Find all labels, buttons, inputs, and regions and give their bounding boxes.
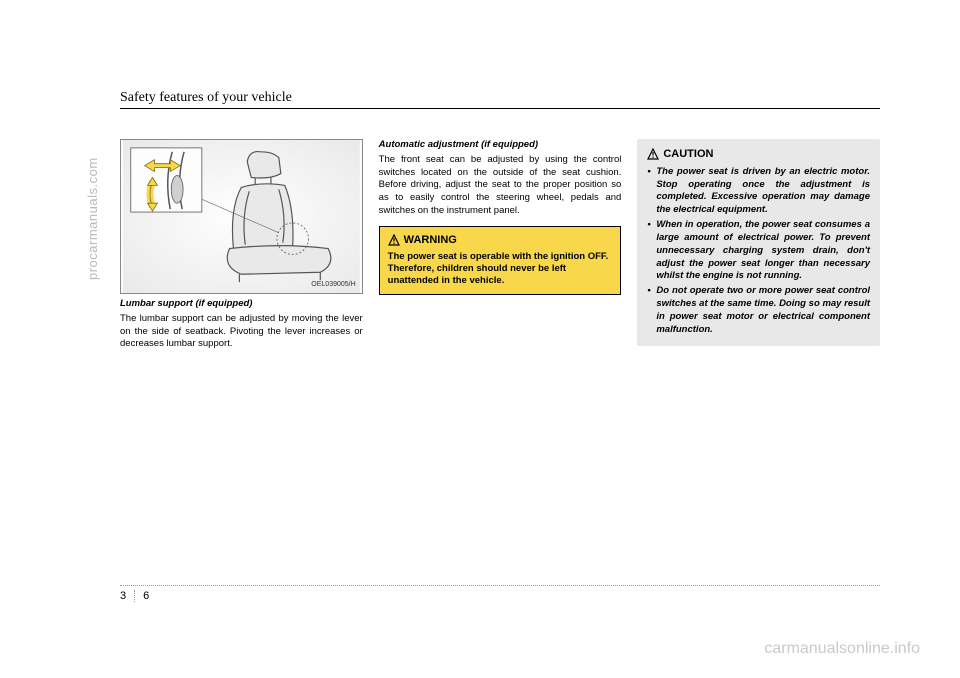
page-number: 6 (143, 590, 149, 602)
col2-body: The front seat can be adjusted by using … (379, 154, 622, 218)
column-3: CAUTION The power seat is driven by an e… (637, 139, 880, 359)
content-columns: OEL039005/H Lumbar support (if equipped)… (120, 139, 880, 359)
caution-item: The power seat is driven by an electric … (647, 166, 870, 217)
caution-item: When in operation, the power seat consum… (647, 219, 870, 283)
caution-list: The power seat is driven by an electric … (647, 166, 870, 337)
caution-title-row: CAUTION (647, 147, 870, 162)
section-title: Safety features of your vehicle (120, 90, 880, 109)
caution-box: CAUTION The power seat is driven by an e… (637, 139, 880, 346)
warning-title-row: WARNING (388, 233, 613, 248)
seat-illustration (121, 140, 362, 293)
warning-icon (388, 234, 400, 246)
lumbar-figure: OEL039005/H (120, 139, 363, 294)
figure-code: OEL039005/H (311, 280, 355, 289)
warning-body: The power seat is operable with the igni… (388, 251, 613, 288)
page-content: Safety features of your vehicle (120, 90, 880, 580)
side-watermark: procarmanuals.com (85, 157, 100, 280)
column-1: OEL039005/H Lumbar support (if equipped)… (120, 139, 363, 359)
page-footer: 3 6 (120, 585, 880, 602)
warning-title: WARNING (404, 233, 457, 248)
caution-item: Do not operate two or more power seat co… (647, 285, 870, 336)
warning-box: WARNING The power seat is operable with … (379, 226, 622, 295)
caution-title: CAUTION (663, 147, 713, 162)
column-2: Automatic adjustment (if equipped) The f… (379, 139, 622, 359)
col1-body: The lumbar support can be adjusted by mo… (120, 313, 363, 351)
col1-subhead: Lumbar support (if equipped) (120, 298, 363, 311)
col2-subhead: Automatic adjustment (if equipped) (379, 139, 622, 152)
caution-icon (647, 148, 659, 160)
bottom-watermark: carmanualsonline.info (764, 640, 920, 658)
chapter-number: 3 (120, 590, 135, 602)
